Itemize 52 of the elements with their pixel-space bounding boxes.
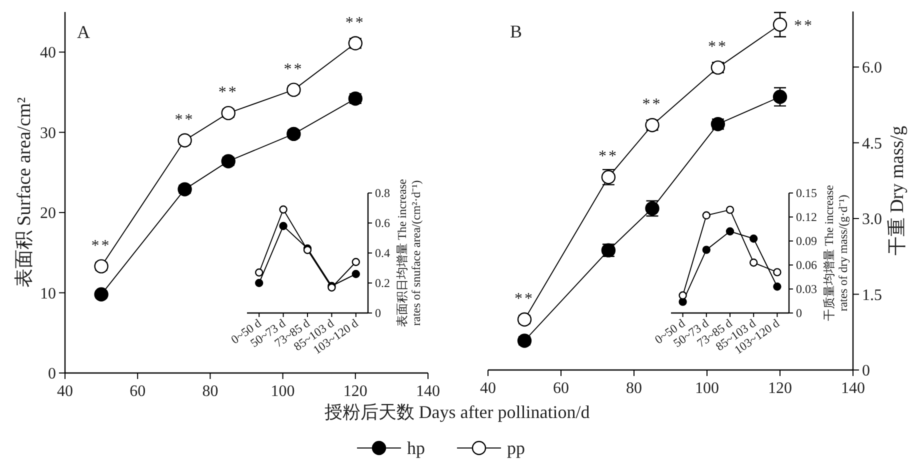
y-tick-label: 20	[40, 205, 56, 222]
y-tick-label: 0	[796, 306, 802, 320]
legend-label: pp	[507, 438, 525, 458]
annotation: **	[284, 60, 304, 78]
y-tick-label: 1.5	[862, 286, 882, 304]
x-tick-label: 140	[841, 380, 865, 397]
y-axis-title: 干重 Dry mass/g	[887, 125, 908, 256]
annotation: **	[708, 38, 728, 56]
y-tick-label: 40	[40, 44, 56, 62]
y-tick-label: 0	[375, 306, 381, 320]
x-tick-label: 60	[553, 380, 569, 397]
x-tick-label: 100	[270, 383, 295, 400]
x-tick-label: 80	[626, 380, 642, 397]
y-axis-title: 干质量均增量 The increase rates of dry mass/(g·d⁻¹)	[822, 185, 850, 321]
y-tick-label: 0.8	[375, 186, 390, 200]
annotation: **	[794, 18, 814, 35]
y-tick-label: 0.15	[796, 186, 817, 200]
annotation: B	[510, 22, 522, 42]
x-tick-label: 120	[768, 380, 792, 397]
x-tick-label: 60	[130, 383, 146, 400]
y-axis-title: 表面积日均增量 The increase rates of snuface area/(cm²·d⁻¹)	[395, 179, 423, 327]
y-tick-label: 0.4	[375, 246, 390, 260]
y-tick-label: 0	[862, 362, 870, 380]
annotation: **	[514, 290, 534, 308]
y-tick-label: 4.5	[862, 135, 882, 152]
y-tick-label: 0.06	[796, 258, 817, 272]
x-tick-label: 100	[695, 380, 719, 397]
x-tick-label: 140	[416, 383, 440, 400]
annotation: **	[174, 111, 195, 128]
annotation: **	[345, 14, 366, 32]
y-tick-label: 0.12	[796, 210, 817, 224]
y-tick-label: 0.03	[796, 282, 817, 296]
annotation: **	[218, 84, 238, 102]
annotation: A	[77, 22, 90, 42]
y-tick-label: 0.6	[375, 216, 390, 230]
y-tick-label: 6.0	[862, 60, 882, 77]
legend-label: hp	[407, 438, 425, 458]
x-tick-label: 80	[202, 383, 218, 400]
y-tick-label: 30	[40, 124, 56, 142]
y-axis-title: 表面积 Surface area/cm²	[14, 97, 35, 288]
y-tick-label: 0.09	[796, 234, 817, 248]
annotation: **	[598, 148, 618, 166]
annotation: **	[642, 96, 662, 114]
y-tick-label: 0	[48, 366, 56, 383]
x-axis-title: 授粉后天数 Days after pollination/d	[324, 402, 590, 422]
annotation: **	[91, 237, 112, 254]
x-tick-label: 40	[480, 380, 496, 397]
y-tick-label: 10	[40, 285, 56, 302]
y-tick-label: 0.2	[375, 276, 390, 290]
x-tick-label: 40	[57, 383, 73, 400]
x-tick-label: 120	[343, 383, 368, 400]
y-tick-label: 3.0	[862, 211, 882, 228]
